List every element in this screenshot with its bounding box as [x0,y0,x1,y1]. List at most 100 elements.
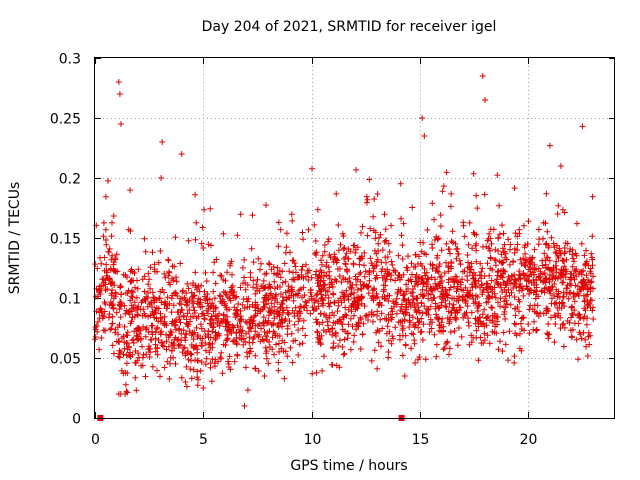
data-point [334,266,341,272]
data-point [188,289,195,296]
data-point [524,286,531,293]
data-point [545,335,552,342]
data-point [443,304,450,311]
data-point [185,356,192,363]
data-point [135,354,142,361]
data-point [559,206,566,213]
data-point [492,294,499,301]
data-point [564,282,571,289]
data-point [219,319,226,325]
data-point [393,295,400,302]
data-point [339,344,346,350]
data-point [497,295,504,302]
data-point [115,353,122,360]
data-point [168,347,175,354]
data-point [107,280,114,287]
data-point [310,307,317,314]
data-point [450,301,457,308]
data-point [353,166,360,173]
data-point [143,293,150,300]
data-point [289,217,296,224]
data-point [175,325,182,332]
data-point [128,318,135,325]
data-point [192,236,199,243]
data-point [194,368,201,375]
data-point [170,290,177,297]
data-point [455,278,462,285]
data-point [384,270,391,277]
data-point [157,373,163,380]
data-point [472,283,479,290]
data-point [569,312,576,318]
data-point [331,251,338,258]
data-point [374,312,380,319]
data-point [490,226,497,233]
data-point [189,295,196,301]
data-point [275,359,282,366]
data-point [172,360,179,367]
data-point [366,277,373,284]
data-point [555,290,562,297]
data-point [342,276,349,283]
data-point [371,247,378,254]
outlier-point [118,121,124,127]
data-point [111,282,118,289]
data-point [466,264,473,271]
data-point [428,285,435,292]
data-point [409,293,416,300]
data-point [369,292,376,299]
data-point [446,351,452,358]
data-point [351,332,358,339]
data-point [190,366,197,373]
data-point [117,283,124,290]
data-point [326,273,333,279]
data-point [266,292,273,299]
data-point [358,316,365,323]
data-point [251,313,258,320]
data-point [284,353,291,360]
data-point [528,259,534,266]
data-point [376,234,382,241]
data-point [555,310,562,317]
data-point [296,287,303,294]
y-tick-label: 0.1 [59,292,81,308]
data-point [494,318,501,325]
data-point [473,240,480,247]
data-point [247,348,254,355]
data-point [465,241,472,248]
data-point [100,276,107,283]
data-point [202,333,209,339]
data-point [583,293,590,300]
data-point [97,306,104,313]
outlier-point [159,139,166,145]
data-point [183,290,190,297]
data-point [530,265,536,272]
data-point [298,271,305,278]
data-point [152,341,159,348]
data-point [353,326,360,333]
data-point [535,226,542,233]
data-point [584,299,591,305]
data-point [423,310,430,317]
data-point [239,264,246,271]
data-point [575,356,582,363]
data-point [188,351,195,358]
data-point [342,304,349,311]
data-point [236,329,243,336]
data-point [353,281,360,288]
data-point [479,265,486,272]
data-point [207,334,214,341]
data-point [500,267,507,274]
data-point [367,255,374,262]
outlier-point [200,385,207,391]
data-point [461,233,468,240]
data-point [132,374,139,381]
data-point [128,305,135,312]
data-point [370,213,377,220]
data-point [180,287,186,294]
data-point [270,328,277,335]
data-point [495,346,502,353]
y-tick-label: 0.3 [59,52,81,68]
data-point [433,341,440,348]
data-point [265,360,272,367]
